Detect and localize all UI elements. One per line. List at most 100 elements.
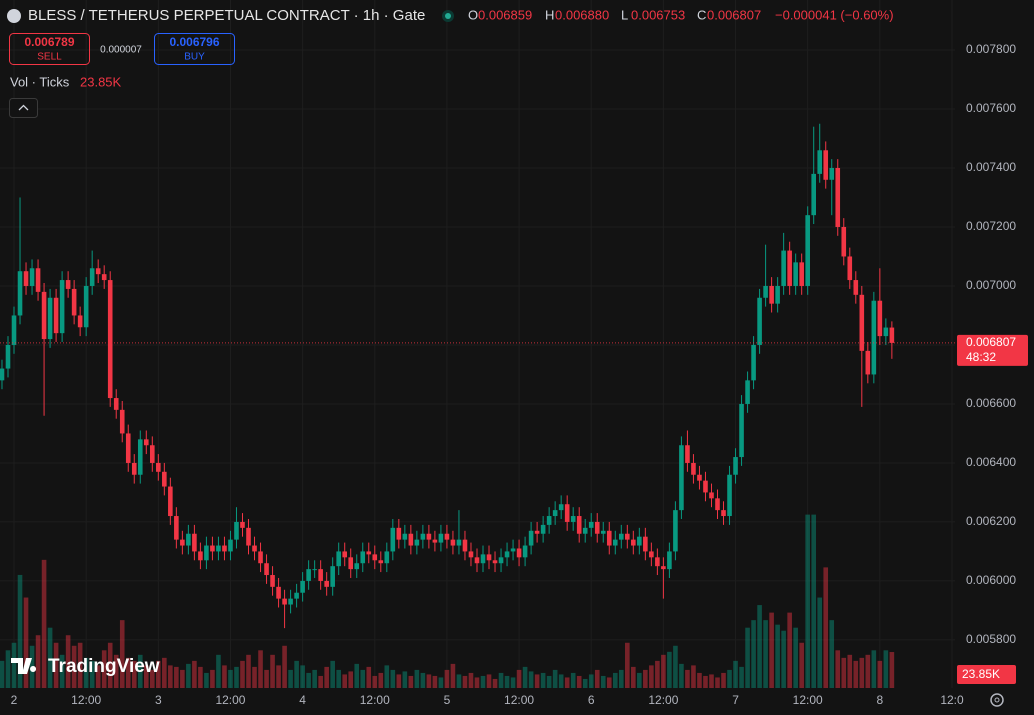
- volume-bar: [444, 669, 450, 688]
- volume-bar: [667, 651, 672, 688]
- volume-bar: [348, 671, 354, 688]
- volume-bar: [168, 665, 173, 688]
- volume-bar: [360, 669, 366, 688]
- sell-button[interactable]: [9, 33, 90, 65]
- buy-button[interactable]: [154, 33, 235, 65]
- volume-bar: [534, 674, 540, 688]
- volume-bar: [805, 514, 810, 688]
- buy-label: BUY: [184, 52, 205, 63]
- candle-body: [47, 297, 53, 340]
- volume-bar: [631, 666, 636, 688]
- volume-bar: [468, 672, 474, 688]
- volume-bar: [107, 642, 113, 688]
- candle-body: [348, 557, 354, 570]
- volume-bar: [594, 669, 600, 688]
- ohlc-value: 0.006753: [631, 7, 685, 22]
- volume-bar: [558, 674, 564, 688]
- candle-body: [228, 539, 233, 552]
- candle-body: [667, 551, 672, 570]
- volume-bar: [0, 660, 5, 688]
- volume-bar: [703, 675, 708, 688]
- candle-body: [162, 471, 167, 487]
- candle-body: [366, 551, 372, 555]
- volume-bar: [709, 674, 714, 688]
- volume-bar: [781, 630, 786, 688]
- y-tick-label: 0.006600: [966, 396, 1016, 410]
- volume-bar: [35, 635, 41, 688]
- volume-bar: [240, 660, 245, 688]
- candle-body: [408, 533, 414, 546]
- volume-bar: [715, 677, 720, 688]
- volume-bar: [480, 675, 486, 688]
- candle-body: [11, 315, 17, 345]
- volume-bar: [450, 663, 456, 688]
- volume-bar: [408, 675, 414, 688]
- candle-body: [330, 566, 335, 587]
- candle-body: [522, 545, 528, 558]
- volume-bar: [378, 672, 384, 688]
- candle-body: [180, 539, 185, 546]
- volume-bar: [528, 671, 534, 688]
- volume-bar: [691, 665, 696, 688]
- candle-body: [71, 288, 77, 316]
- candle-body: [29, 268, 35, 286]
- x-tick-label: 12:00: [360, 693, 390, 707]
- candle-body: [757, 297, 762, 345]
- candle-body: [703, 480, 708, 493]
- volume-bar: [474, 677, 480, 688]
- candle-body: [655, 557, 660, 567]
- ohlc-key: O: [468, 7, 478, 22]
- volume-bar: [162, 657, 167, 688]
- settings-icon[interactable]: [990, 693, 1004, 707]
- volume-bar: [216, 654, 221, 688]
- volume-last-label: 23.85K: [962, 667, 1000, 681]
- collapse-button[interactable]: [9, 98, 38, 118]
- volume-bar: [799, 642, 804, 688]
- candle-body: [288, 598, 293, 605]
- volume-bar: [763, 620, 768, 688]
- candle-body: [733, 457, 738, 475]
- volume-bar: [745, 627, 750, 688]
- x-tick-label: 6: [588, 693, 595, 707]
- candle-body: [546, 516, 552, 525]
- candle-body: [35, 268, 41, 292]
- volume-bar: [546, 675, 552, 688]
- candle-body: [564, 504, 570, 522]
- volume-bar: [426, 674, 432, 688]
- volume-bar: [793, 627, 798, 688]
- candle-body: [89, 268, 95, 286]
- volume-bar: [877, 660, 883, 688]
- candle-body: [673, 510, 678, 552]
- candle-body: [270, 575, 275, 587]
- candle-body: [793, 262, 798, 286]
- last-price-label: 0.006807: [966, 335, 1016, 349]
- countdown-label: 48:32: [966, 350, 996, 364]
- candle-body: [65, 280, 71, 289]
- candle-body: [234, 521, 239, 540]
- last-price-box: [957, 334, 1028, 366]
- candle-body: [252, 545, 257, 552]
- candle-body: [865, 350, 871, 375]
- volume-bar: [859, 657, 865, 688]
- candle-body: [715, 498, 720, 511]
- chart-title: BLESS / TETHERUS PERPETUAL CONTRACT · 1h…: [28, 7, 425, 24]
- candle-body: [679, 445, 684, 511]
- candle-body: [510, 548, 516, 552]
- volume-bar: [294, 660, 299, 688]
- candle-body: [877, 300, 883, 337]
- volume-bar: [113, 654, 119, 688]
- volume-bar: [180, 669, 185, 688]
- volume-bar: [65, 635, 71, 688]
- buy-price: 0.006796: [169, 35, 219, 49]
- candle-body: [631, 539, 636, 546]
- candle-body: [883, 327, 889, 337]
- volume-bar: [883, 650, 889, 688]
- volume-bar: [889, 652, 895, 688]
- volume-bar: [817, 597, 823, 688]
- candle-body: [661, 566, 666, 570]
- candle-body: [781, 250, 786, 286]
- candle-body: [775, 285, 780, 304]
- volume-bar: [354, 663, 360, 688]
- candle-body: [709, 492, 714, 499]
- x-tick-label: 8: [876, 693, 883, 707]
